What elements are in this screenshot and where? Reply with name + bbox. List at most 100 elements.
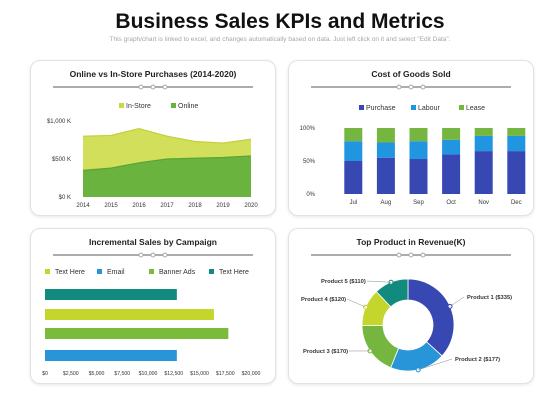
legend-label: Email <box>107 269 125 276</box>
area-line-1 <box>82 155 252 171</box>
legend-swatch <box>45 269 50 274</box>
bar-segment-labour <box>474 135 493 152</box>
area-line-0 <box>82 127 252 144</box>
slice-label: Product 1 ($335) <box>467 295 512 301</box>
donut-chart: Top Product in Revenue(K) Product 1 ($335… <box>301 237 512 373</box>
x-tick-label: Aug <box>381 200 392 206</box>
slice-label: Product 3 ($170) <box>303 349 348 355</box>
bar-segment-lease <box>376 128 395 143</box>
x-tick-label: $5,000 <box>89 371 105 377</box>
bar-segment-lease <box>344 128 363 142</box>
x-tick-label: 2015 <box>104 203 118 209</box>
legend-swatch <box>359 105 364 110</box>
x-tick-label: Jul <box>349 200 357 206</box>
stacked-bar-card: Cost of Goods Sold Purchase Labour Lease 0% 5… <box>288 60 534 216</box>
divider-dot <box>396 84 402 90</box>
slice-marker <box>363 304 369 310</box>
x-tick-label: Nov <box>478 200 489 206</box>
divider-dot <box>420 84 426 90</box>
area-chart-card: Online vs In-Store Purchases (2014-2020)… <box>30 60 276 216</box>
x-tick-label: Dec <box>511 200 522 206</box>
donut-slice <box>407 278 455 357</box>
slice-label: Product 4 ($120) <box>301 297 346 303</box>
x-tick-label: $17,500 <box>216 371 235 377</box>
chart-title: Top Product in Revenue(K) <box>357 237 466 247</box>
divider-dot <box>150 252 156 258</box>
campaign-bar <box>45 289 177 300</box>
campaign-bar-chart: Incremental Sales by Campaign Text Here Em… <box>42 237 261 377</box>
donut-slice <box>361 324 400 369</box>
slice-leader <box>346 298 366 308</box>
legend-swatch <box>149 269 154 274</box>
bar-segment-lease <box>409 128 428 142</box>
divider-dot <box>138 252 144 258</box>
campaign-bar <box>45 328 229 339</box>
x-tick-label: Sep <box>413 200 424 206</box>
x-tick-label: 2014 <box>76 203 90 209</box>
divider-dot <box>396 252 402 258</box>
legend-swatch <box>119 103 124 108</box>
bar-segment-purchase <box>474 151 493 194</box>
legend-swatch <box>97 269 102 274</box>
x-tick-label: $15,000 <box>190 371 209 377</box>
bar-segment-lease <box>474 128 493 136</box>
chart-title: Incremental Sales by Campaign <box>89 237 217 247</box>
donut-slice <box>375 278 409 308</box>
bar-segment-labour <box>507 135 526 152</box>
chart-title: Online vs In-Store Purchases (2014-2020) <box>70 69 237 79</box>
legend-label: Banner Ads <box>159 269 196 276</box>
slice-marker <box>447 303 453 309</box>
y-tick-label: 50% <box>303 159 316 165</box>
legend-label: Labour <box>418 105 440 112</box>
divider-dot <box>408 252 414 258</box>
bar-segment-lease <box>442 128 461 140</box>
x-tick-label: $7,500 <box>114 371 130 377</box>
divider-dot <box>162 84 168 90</box>
x-tick-label: 2020 <box>244 203 258 209</box>
stacked-bar-chart: Cost of Goods Sold Purchase Labour Lease 0% 5… <box>300 69 526 206</box>
y-tick-label: $0 K <box>59 195 71 201</box>
y-tick-label: $1,000 K <box>47 119 71 125</box>
bar-segment-purchase <box>409 159 428 194</box>
legend-swatch <box>459 105 464 110</box>
bar-segment-labour <box>376 142 395 158</box>
x-tick-label: 2016 <box>132 203 146 209</box>
area-series-1 <box>83 155 251 197</box>
x-tick-label: 2019 <box>216 203 230 209</box>
divider-dot <box>162 252 168 258</box>
legend-label: Lease <box>466 105 485 112</box>
divider-dot <box>408 84 414 90</box>
page-subtitle: This graph/chart is linked to excel, and… <box>109 36 451 43</box>
bar-segment-labour <box>344 141 363 161</box>
page-title: Business Sales KPIs and Metrics <box>115 10 445 33</box>
bar-segment-purchase <box>344 161 363 194</box>
legend-label: Text Here <box>219 269 249 276</box>
area-chart: Online vs In-Store Purchases (2014-2020)… <box>47 69 258 209</box>
x-tick-label: $0 <box>42 371 48 377</box>
x-tick-label: Oct <box>446 200 456 206</box>
legend-label: In-Store <box>126 103 151 110</box>
divider-dot <box>138 84 144 90</box>
slice-label: Product 5 ($110) <box>321 279 366 285</box>
bar-segment-labour <box>442 139 461 155</box>
divider-dot <box>150 84 156 90</box>
bar-segment-labour <box>409 141 428 160</box>
campaign-bar <box>45 350 177 361</box>
y-tick-label: $500 K <box>52 157 71 163</box>
legend-swatch <box>411 105 416 110</box>
x-tick-label: $2,500 <box>63 371 79 377</box>
legend-label: Text Here <box>55 269 85 276</box>
x-tick-label: 2018 <box>188 203 202 209</box>
bar-segment-lease <box>507 128 526 136</box>
x-tick-label: 2017 <box>160 203 174 209</box>
slice-leader <box>418 358 453 371</box>
donut-chart-card: Top Product in Revenue(K) Product 1 ($335… <box>288 228 534 384</box>
chart-title: Cost of Goods Sold <box>371 69 450 79</box>
legend-swatch <box>209 269 214 274</box>
bar-segment-purchase <box>376 157 395 194</box>
slice-leader <box>366 280 391 283</box>
bar-segment-purchase <box>507 151 526 194</box>
x-tick-label: $20,000 <box>242 371 261 377</box>
divider-dot <box>420 252 426 258</box>
y-tick-label: 100% <box>300 126 316 132</box>
